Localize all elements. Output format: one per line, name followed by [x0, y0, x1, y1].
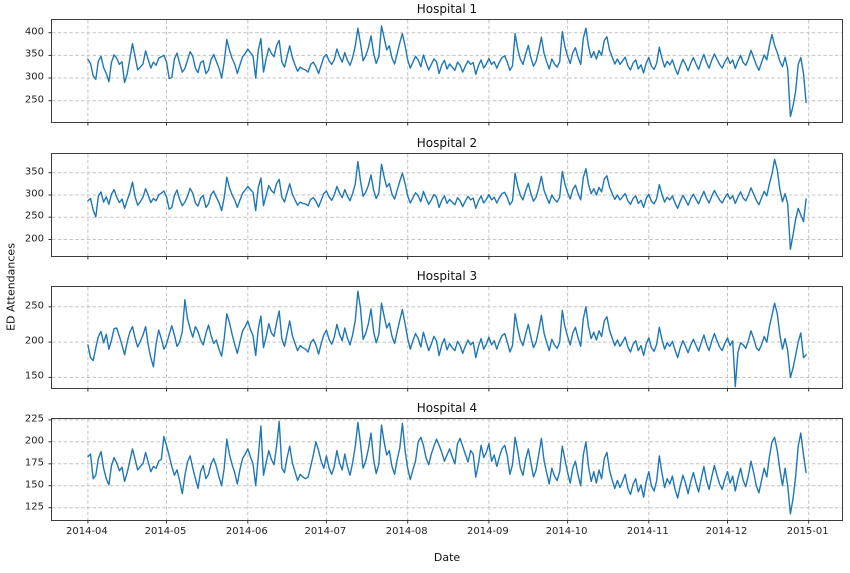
plot-canvas — [48, 419, 842, 524]
y-tick-label: 250 — [24, 210, 44, 222]
subplot-title: Hospital 3 — [416, 269, 478, 283]
plot-area — [48, 286, 843, 392]
y-tick-label: 150 — [24, 370, 44, 382]
x-tick-label: 2015-01 — [786, 526, 829, 537]
y-tick-label: 150 — [24, 479, 44, 491]
plot-area — [48, 19, 843, 126]
y-tick-label: 300 — [24, 188, 44, 200]
series-line — [87, 420, 807, 515]
y-tick-label: 225 — [24, 413, 44, 425]
y-tick-label: 175 — [24, 457, 44, 469]
y-tick-label: 125 — [24, 501, 44, 513]
y-tick-label: 350 — [24, 166, 44, 178]
y-tick-label: 250 — [24, 94, 44, 106]
y-tick-label: 350 — [24, 48, 44, 60]
subplot-hospital-1: Hospital 1 250 300 350 400 — [25, 2, 843, 126]
x-tick-label: 2014-05 — [144, 526, 187, 537]
subplot-hospital-3: Hospital 3 150 200 250 — [25, 269, 843, 392]
plot-canvas — [48, 287, 842, 392]
x-tick-label: 2014-10 — [545, 526, 588, 537]
series-line — [87, 25, 807, 118]
series-line — [87, 290, 807, 388]
x-tick-label: 2014-09 — [466, 526, 509, 537]
x-tick-label: 2014-12 — [705, 526, 748, 537]
x-tick-label: 2014-07 — [304, 526, 347, 537]
subplot-title: Hospital 4 — [416, 401, 478, 415]
series-line — [87, 158, 807, 251]
x-tick-label: 2014-08 — [385, 526, 428, 537]
y-tick-label: 250 — [24, 300, 44, 312]
x-axis-label: Date — [433, 551, 461, 564]
plot-canvas — [48, 154, 842, 260]
subplot-hospital-2: Hospital 2 200 250 300 350 — [25, 136, 843, 260]
y-tick-label: 200 — [24, 435, 44, 447]
y-axis-label: ED Attendances — [4, 243, 18, 331]
x-tick-label: 2014-11 — [626, 526, 669, 537]
y-tick-label: 300 — [24, 71, 44, 83]
plot-canvas — [48, 20, 842, 126]
x-tick-label: 2014-04 — [65, 526, 108, 537]
plot-area — [48, 153, 843, 260]
subplot-title: Hospital 1 — [416, 2, 478, 16]
x-tick-label: 2014-06 — [225, 526, 268, 537]
y-tick-label: 200 — [24, 233, 44, 244]
plot-area — [48, 418, 843, 524]
y-tick-label: 200 — [24, 335, 44, 347]
y-tick-label: 400 — [24, 26, 44, 38]
subplot-hospital-4: Hospital 4 125 150 175 200 225 2014-04 2014-05… — [25, 401, 843, 537]
subplot-title: Hospital 2 — [416, 136, 478, 150]
